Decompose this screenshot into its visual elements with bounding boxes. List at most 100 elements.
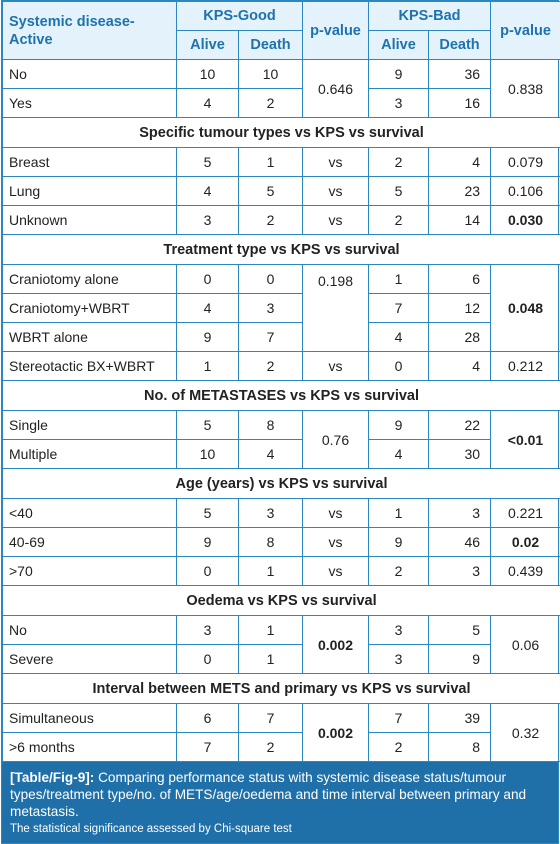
- systemic-disease-header: Systemic disease- Active: [3, 2, 177, 60]
- good-death-cell: 2: [239, 89, 303, 118]
- good-p-value-cell: vs: [303, 557, 369, 586]
- bad-alive-cell: 2: [369, 206, 429, 235]
- good-alive-cell: 3: [177, 616, 239, 645]
- good-p-value-cell: 0.198: [303, 265, 369, 352]
- p-value-good-header: p-value: [303, 2, 369, 60]
- good-alive-cell: 6: [177, 704, 239, 733]
- table-row: Craniotomy+WBRT 4 3 7 12: [3, 294, 560, 323]
- row-label: No: [3, 616, 177, 645]
- section-header-row: Interval between METS and primary vs KPS…: [3, 674, 560, 704]
- bad-death-cell: 5: [429, 616, 491, 645]
- good-p-value-cell: 0.646: [303, 60, 369, 118]
- row-label: 40-69: [3, 528, 177, 557]
- bad-alive-cell: 3: [369, 645, 429, 674]
- row-label: Multiple: [3, 440, 177, 469]
- table-row: WBRT alone 9 7 4 28: [3, 323, 560, 352]
- good-death-cell: 1: [239, 645, 303, 674]
- row-label: Craniotomy+WBRT: [3, 294, 177, 323]
- good-death-cell: 8: [239, 411, 303, 440]
- good-death-cell: 2: [239, 206, 303, 235]
- section-title: Interval between METS and primary vs KPS…: [3, 674, 560, 704]
- good-alive-cell: 4: [177, 89, 239, 118]
- good-alive-cell: 9: [177, 528, 239, 557]
- section-header-row: Treatment type vs KPS vs survival: [3, 235, 560, 265]
- row-label: Yes: [3, 89, 177, 118]
- good-death-cell: 10: [239, 60, 303, 89]
- bad-death-cell: 3: [429, 557, 491, 586]
- bad-alive-cell: 4: [369, 323, 429, 352]
- caption-text-block: [Table/Fig-9]: Comparing performance sta…: [10, 769, 550, 820]
- table-row: Craniotomy alone 0 0 0.198 1 6 0.048: [3, 265, 560, 294]
- row-label: Single: [3, 411, 177, 440]
- good-alive-cell: 7: [177, 733, 239, 762]
- bad-death-cell: 9: [429, 645, 491, 674]
- good-alive-cell: 9: [177, 323, 239, 352]
- good-death-cell: 1: [239, 148, 303, 177]
- good-death-cell: 0: [239, 265, 303, 294]
- bad-death-cell: 4: [429, 352, 491, 381]
- table-row: 40-69 9 8 vs 9 46 0.02: [3, 528, 560, 557]
- alive-good-header: Alive: [177, 31, 239, 60]
- bad-alive-cell: 2: [369, 733, 429, 762]
- table-row: >6 months 7 2 2 8: [3, 733, 560, 762]
- row-label: Stereotactic BX+WBRT: [3, 352, 177, 381]
- p-value-text: 0.048: [508, 300, 543, 316]
- good-death-cell: 5: [239, 177, 303, 206]
- bad-p-value-cell: 0.221: [491, 499, 560, 528]
- section-title: Specific tumour types vs KPS vs survival: [3, 118, 560, 148]
- good-alive-cell: 0: [177, 557, 239, 586]
- bad-alive-cell: 0: [369, 352, 429, 381]
- table-caption: [Table/Fig-9]: Comparing performance sta…: [2, 762, 558, 843]
- death-good-header: Death: [239, 31, 303, 60]
- good-death-cell: 8: [239, 528, 303, 557]
- good-death-cell: 2: [239, 733, 303, 762]
- bad-p-value-cell: 0.32: [491, 704, 560, 762]
- row-label: Unknown: [3, 206, 177, 235]
- row-label: Lung: [3, 177, 177, 206]
- bad-death-cell: 39: [429, 704, 491, 733]
- good-alive-cell: 5: [177, 411, 239, 440]
- bad-alive-cell: 4: [369, 440, 429, 469]
- bad-alive-cell: 7: [369, 704, 429, 733]
- bad-alive-cell: 5: [369, 177, 429, 206]
- good-alive-cell: 3: [177, 206, 239, 235]
- table-row: Lung 4 5 vs 5 23 0.106: [3, 177, 560, 206]
- bad-death-cell: 14: [429, 206, 491, 235]
- good-p-value-cell: vs: [303, 352, 369, 381]
- good-death-cell: 3: [239, 294, 303, 323]
- good-death-cell: 3: [239, 499, 303, 528]
- bad-death-cell: 28: [429, 323, 491, 352]
- bad-death-cell: 30: [429, 440, 491, 469]
- good-alive-cell: 5: [177, 148, 239, 177]
- good-death-cell: 7: [239, 323, 303, 352]
- bad-alive-cell: 3: [369, 89, 429, 118]
- death-bad-header: Death: [429, 31, 491, 60]
- bad-p-value-cell: 0.212: [491, 352, 560, 381]
- row-label: WBRT alone: [3, 323, 177, 352]
- table-row: No 3 1 0.002 3 5 0.06: [3, 616, 560, 645]
- row-label: Craniotomy alone: [3, 265, 177, 294]
- table-row: Stereotactic BX+WBRT 1 2 vs 0 4 0.212: [3, 352, 560, 381]
- bad-death-cell: 46: [429, 528, 491, 557]
- section-header-row: No. of METASTASES vs KPS vs survival: [3, 381, 560, 411]
- good-alive-cell: 10: [177, 440, 239, 469]
- bad-death-cell: 22: [429, 411, 491, 440]
- good-p-value-cell: vs: [303, 206, 369, 235]
- results-table: Systemic disease- Active KPS-Good p-valu…: [2, 1, 560, 762]
- caption-label: [Table/Fig-9]:: [10, 770, 94, 785]
- row-label: <40: [3, 499, 177, 528]
- good-p-value-cell: vs: [303, 148, 369, 177]
- bad-alive-cell: 9: [369, 528, 429, 557]
- bad-death-cell: 4: [429, 148, 491, 177]
- row-label: >70: [3, 557, 177, 586]
- kps-good-header: KPS-Good: [177, 2, 303, 31]
- alive-bad-header: Alive: [369, 31, 429, 60]
- bad-alive-cell: 9: [369, 411, 429, 440]
- bad-alive-cell: 3: [369, 616, 429, 645]
- bad-p-value-cell: 0.048: [491, 265, 560, 352]
- bad-death-cell: 16: [429, 89, 491, 118]
- good-p-value-cell: vs: [303, 177, 369, 206]
- table-row: Single 5 8 0.76 9 22 <0.01: [3, 411, 560, 440]
- table-row: <40 5 3 vs 1 3 0.221: [3, 499, 560, 528]
- good-death-cell: 2: [239, 352, 303, 381]
